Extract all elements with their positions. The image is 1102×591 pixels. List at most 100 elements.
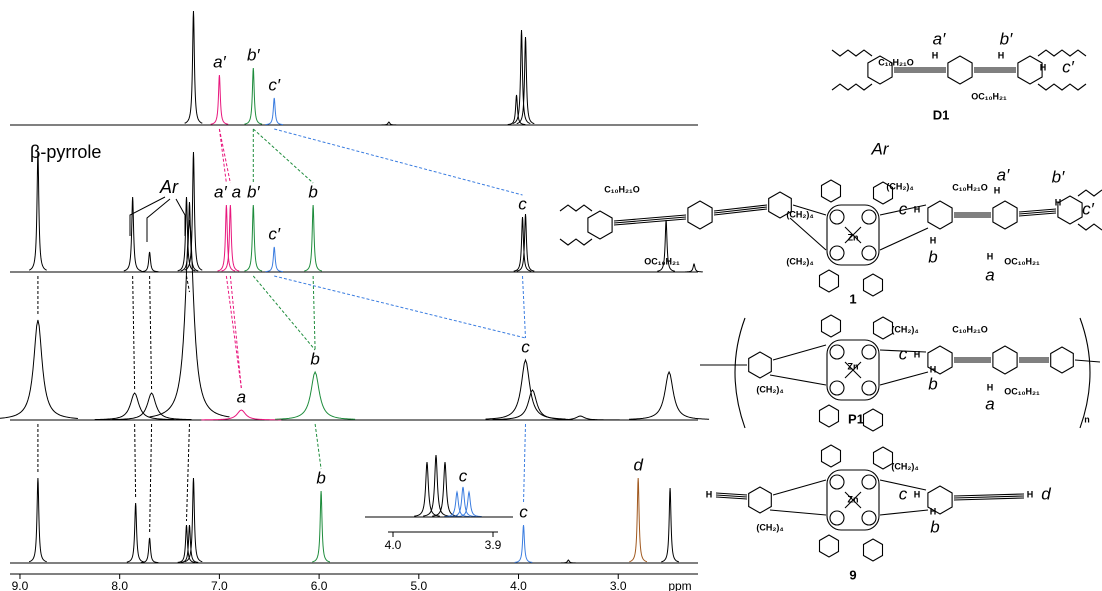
ring — [872, 446, 894, 470]
structure-label: n — [1084, 414, 1090, 424]
bond — [772, 479, 827, 496]
correlation-line — [134, 423, 137, 500]
peak-label: b — [310, 349, 319, 368]
peak-label: c — [521, 337, 530, 356]
structure-label: H — [987, 382, 994, 392]
peak — [540, 415, 621, 421]
inset-peak — [414, 461, 440, 517]
structure-label: (CH₂)₄ — [891, 461, 918, 471]
structure-label: H — [930, 364, 937, 374]
bond — [844, 361, 862, 379]
peak — [126, 502, 145, 563]
correlation-line — [185, 423, 190, 522]
ring — [820, 314, 842, 338]
peak-label: c — [518, 194, 527, 213]
peak — [221, 204, 240, 272]
peak — [210, 74, 229, 125]
structure-label: (CH₂)₄ — [891, 324, 918, 334]
structure-label: H — [914, 204, 921, 214]
bond — [713, 204, 768, 212]
peak — [507, 94, 526, 126]
peak-label: b′ — [247, 182, 260, 201]
bond — [789, 217, 827, 251]
peak — [629, 370, 710, 420]
pyrrole — [861, 380, 877, 396]
correlation-line — [523, 423, 527, 504]
ring — [927, 485, 953, 515]
ring — [1017, 55, 1043, 85]
structure-label: (CH₂)₄ — [786, 209, 813, 219]
x-tick-label: 6.0 — [311, 579, 328, 591]
bond — [769, 509, 827, 516]
ring — [748, 351, 772, 379]
pointer — [146, 198, 171, 242]
peak — [217, 204, 236, 272]
structure-label: b — [930, 517, 939, 536]
inset-peak — [456, 490, 482, 518]
structure-label: H — [914, 489, 921, 499]
pyrrole — [829, 245, 845, 261]
correlation-line — [185, 275, 190, 293]
pyrrole — [861, 474, 877, 490]
x-tick-label: 4.0 — [510, 579, 527, 591]
peak-label: c — [519, 502, 528, 521]
pointer — [129, 196, 166, 236]
pyrrole — [861, 344, 877, 360]
correlation-line — [312, 275, 316, 351]
peak — [180, 201, 199, 272]
peak — [516, 36, 535, 125]
peak — [380, 121, 398, 126]
bond — [613, 218, 687, 226]
correlation-line — [274, 275, 526, 339]
peak — [94, 392, 175, 421]
structure-label: OC₁₀H₂₁ — [1004, 256, 1040, 266]
correlation-line — [132, 275, 136, 390]
chain — [831, 49, 873, 57]
structure-label: H — [930, 506, 937, 516]
structure-label: H — [998, 50, 1005, 60]
x-tick-label: 3.0 — [610, 579, 627, 591]
structure-label: c — [899, 344, 908, 363]
peak — [629, 477, 648, 563]
pyrrole — [829, 209, 845, 225]
peak — [184, 10, 203, 124]
bracket — [734, 317, 746, 429]
ring — [927, 345, 953, 375]
ring — [992, 345, 1018, 375]
structure-label: H — [706, 489, 713, 499]
ring — [872, 181, 894, 205]
structure-label: (CH₂)₄ — [756, 522, 783, 532]
structure-label: OC₁₀H₂₁ — [644, 256, 680, 266]
bond — [844, 491, 862, 509]
peak — [180, 524, 199, 563]
annotation: β-pyrrole — [30, 142, 101, 162]
bond — [879, 349, 927, 353]
peak — [244, 204, 263, 272]
chain — [559, 204, 593, 212]
bond — [613, 216, 687, 224]
ring — [862, 408, 884, 432]
structure-label: (CH₂)₄ — [786, 256, 813, 266]
structure-label: a′ — [933, 29, 946, 48]
peak-label: d — [633, 455, 643, 474]
bond — [715, 496, 748, 500]
ring — [862, 273, 884, 297]
structure-label: H — [987, 251, 994, 261]
pyrrole — [829, 344, 845, 360]
bond — [844, 226, 862, 244]
chain — [1037, 49, 1087, 57]
ring — [947, 55, 973, 85]
structure-label: c — [899, 199, 908, 218]
pyrrole — [829, 510, 845, 526]
peak-label: b — [316, 468, 325, 487]
peak — [0, 319, 78, 419]
peak — [123, 196, 142, 272]
peak — [516, 213, 535, 272]
peak — [28, 477, 47, 563]
compound-name: 9 — [849, 567, 856, 582]
structure-label: H — [1040, 62, 1047, 72]
peak — [140, 251, 159, 273]
correlation-line — [274, 128, 523, 196]
